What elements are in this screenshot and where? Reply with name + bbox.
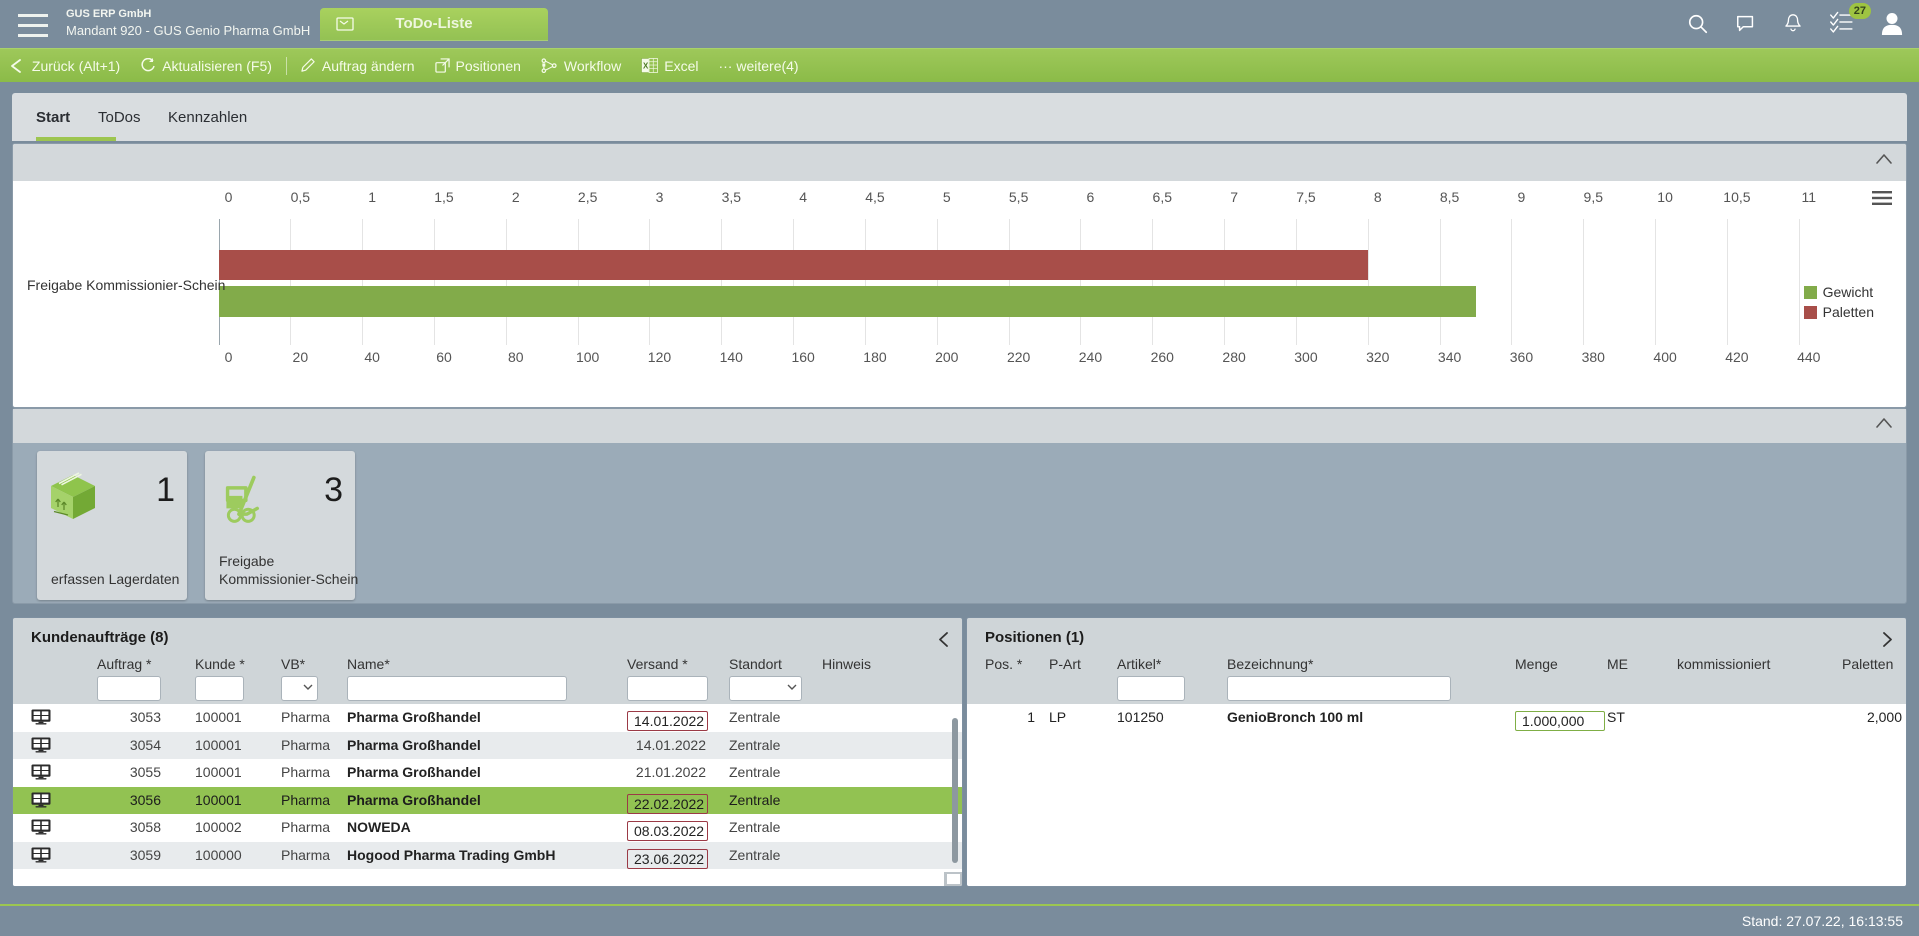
svg-text:X: X bbox=[643, 62, 649, 71]
